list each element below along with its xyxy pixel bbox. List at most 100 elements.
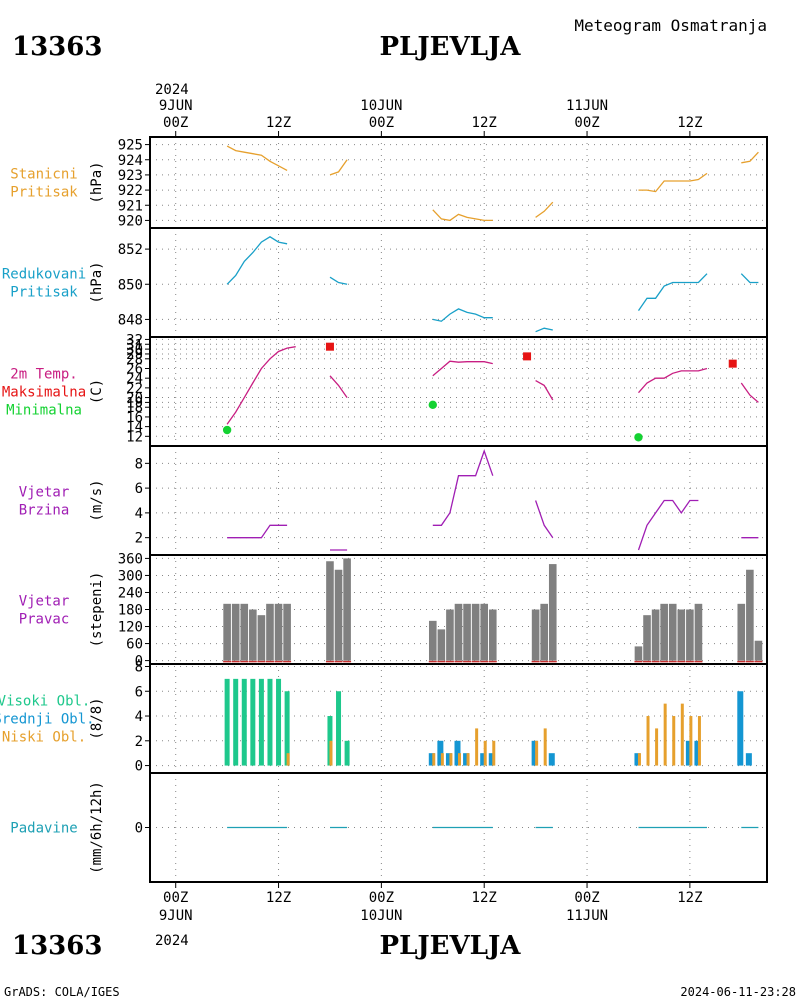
- wind-direction-bar: [651, 609, 660, 661]
- y-tick-label: 12: [126, 429, 143, 445]
- cloud-bar-low: [492, 740, 496, 766]
- chart-title: Meteogram Osmatranja: [574, 16, 767, 35]
- cloud-bar-high: [344, 740, 350, 766]
- wind-direction-bar: [428, 620, 437, 661]
- wind-direction-bar: [480, 603, 489, 661]
- y-axis-label: (hPa): [89, 161, 105, 203]
- y-tick-label: 2: [135, 531, 143, 547]
- date-label-bottom: 9JUN: [159, 908, 193, 924]
- time-tick-label-bottom: 12Z: [472, 890, 497, 906]
- wind-direction-bar: [643, 615, 651, 661]
- y-tick-label: 180: [118, 603, 143, 619]
- y-axis-label: (stepeni): [89, 572, 105, 648]
- panel-label: Brzina: [19, 503, 70, 519]
- cloud-bar-low: [286, 753, 290, 766]
- y-tick-label: 0: [135, 759, 143, 775]
- station-name-top: PLJEVLJA: [380, 32, 522, 62]
- cloud-bar-mid: [737, 691, 744, 766]
- date-label-bottom: 11JUN: [566, 908, 608, 924]
- wind-direction-bar: [437, 629, 446, 661]
- cloud-bar-mid: [454, 740, 461, 766]
- y-tick-label: 0: [135, 654, 143, 670]
- cloud-bar-high: [336, 691, 342, 766]
- min-temp-point: [634, 433, 643, 442]
- credit: GrADS: COLA/IGES: [4, 985, 120, 999]
- series-line: [637, 273, 708, 311]
- series-line: [741, 151, 759, 164]
- y-tick-label: 0: [135, 821, 143, 837]
- cloud-bar-low: [440, 753, 444, 766]
- y-tick-label: 6: [135, 684, 143, 700]
- series-line: [329, 375, 348, 398]
- wind-direction-bar: [249, 609, 257, 661]
- series-line: [535, 201, 554, 218]
- wind-direction-bar: [488, 609, 497, 661]
- wind-direction-bar: [471, 603, 480, 661]
- y-tick-label: 31: [126, 337, 143, 353]
- series-line: [638, 172, 708, 193]
- cloud-bar-low: [663, 703, 667, 766]
- panel-label: Minimalna: [6, 403, 82, 419]
- panel-frame: [149, 336, 768, 447]
- wind-direction-bar: [343, 558, 351, 661]
- cloud-bar-mid: [437, 740, 444, 766]
- wind-direction-bar: [231, 603, 240, 661]
- cloud-bar-high: [258, 678, 264, 766]
- y-axis-label: (mm/6h/12h): [89, 781, 105, 874]
- cloud-bar-mid: [745, 753, 752, 766]
- cloud-bar-low: [637, 753, 641, 766]
- y-tick-label: 920: [118, 213, 143, 229]
- time-tick-label-bottom: 00Z: [369, 890, 394, 906]
- wind-direction-bar: [531, 609, 540, 661]
- wind-direction-bar: [746, 569, 754, 661]
- wind-direction-bar: [686, 609, 694, 661]
- series-line: [329, 159, 348, 176]
- wind-direction-bar: [274, 603, 283, 661]
- y-tick-label: 300: [118, 568, 143, 584]
- station-id-bottom: 13363: [12, 931, 102, 961]
- cloud-bar-high: [267, 678, 273, 766]
- wind-direction-bar: [737, 603, 746, 661]
- y-tick-label: 120: [118, 620, 143, 636]
- cloud-bar-mid: [531, 740, 538, 766]
- wind-direction-bar: [223, 603, 231, 661]
- station-id-top: 13363: [12, 32, 102, 62]
- y-tick-label: 32: [126, 332, 143, 348]
- wind-direction-bar: [454, 603, 463, 661]
- date-label-bottom: 10JUN: [360, 908, 402, 924]
- wind-direction-bar: [266, 603, 274, 661]
- y-tick-label: 29: [126, 347, 143, 363]
- time-tick-label-top: 12Z: [472, 115, 497, 131]
- wind-direction-bar: [540, 603, 548, 661]
- station-name-bottom: PLJEVLJA: [380, 931, 522, 961]
- y-tick-label: 6: [135, 481, 143, 497]
- panel-label: Srednji Obl.: [0, 712, 95, 728]
- wind-direction-bar: [754, 640, 763, 661]
- y-axis-label: (8/8): [89, 697, 105, 739]
- y-tick-label: 24: [126, 371, 143, 387]
- panel-label: Stanicni: [10, 167, 77, 183]
- wind-direction-bar: [240, 603, 249, 661]
- y-tick-label: 921: [118, 198, 143, 214]
- y-tick-label: 925: [118, 138, 143, 154]
- cloud-bar-low: [432, 753, 436, 766]
- cloud-bar-low: [655, 728, 659, 766]
- cloud-bar-low: [543, 728, 547, 766]
- cloud-bar-mid: [634, 753, 641, 766]
- series-line: [432, 209, 493, 222]
- cloud-bar-low: [466, 753, 470, 766]
- min-temp-point: [222, 425, 232, 435]
- series-line: [638, 367, 708, 394]
- y-tick-label: 924: [118, 153, 143, 169]
- wind-direction-bar: [283, 603, 291, 661]
- wind-direction-bar: [257, 615, 266, 661]
- series-line: [226, 346, 296, 425]
- cloud-bar-low: [458, 753, 461, 766]
- y-tick-label: 240: [118, 585, 143, 601]
- y-tick-label: 22: [126, 381, 143, 397]
- cloud-bar-high: [224, 678, 230, 766]
- panel-frame: [149, 772, 768, 883]
- wind-direction-bar: [694, 603, 703, 661]
